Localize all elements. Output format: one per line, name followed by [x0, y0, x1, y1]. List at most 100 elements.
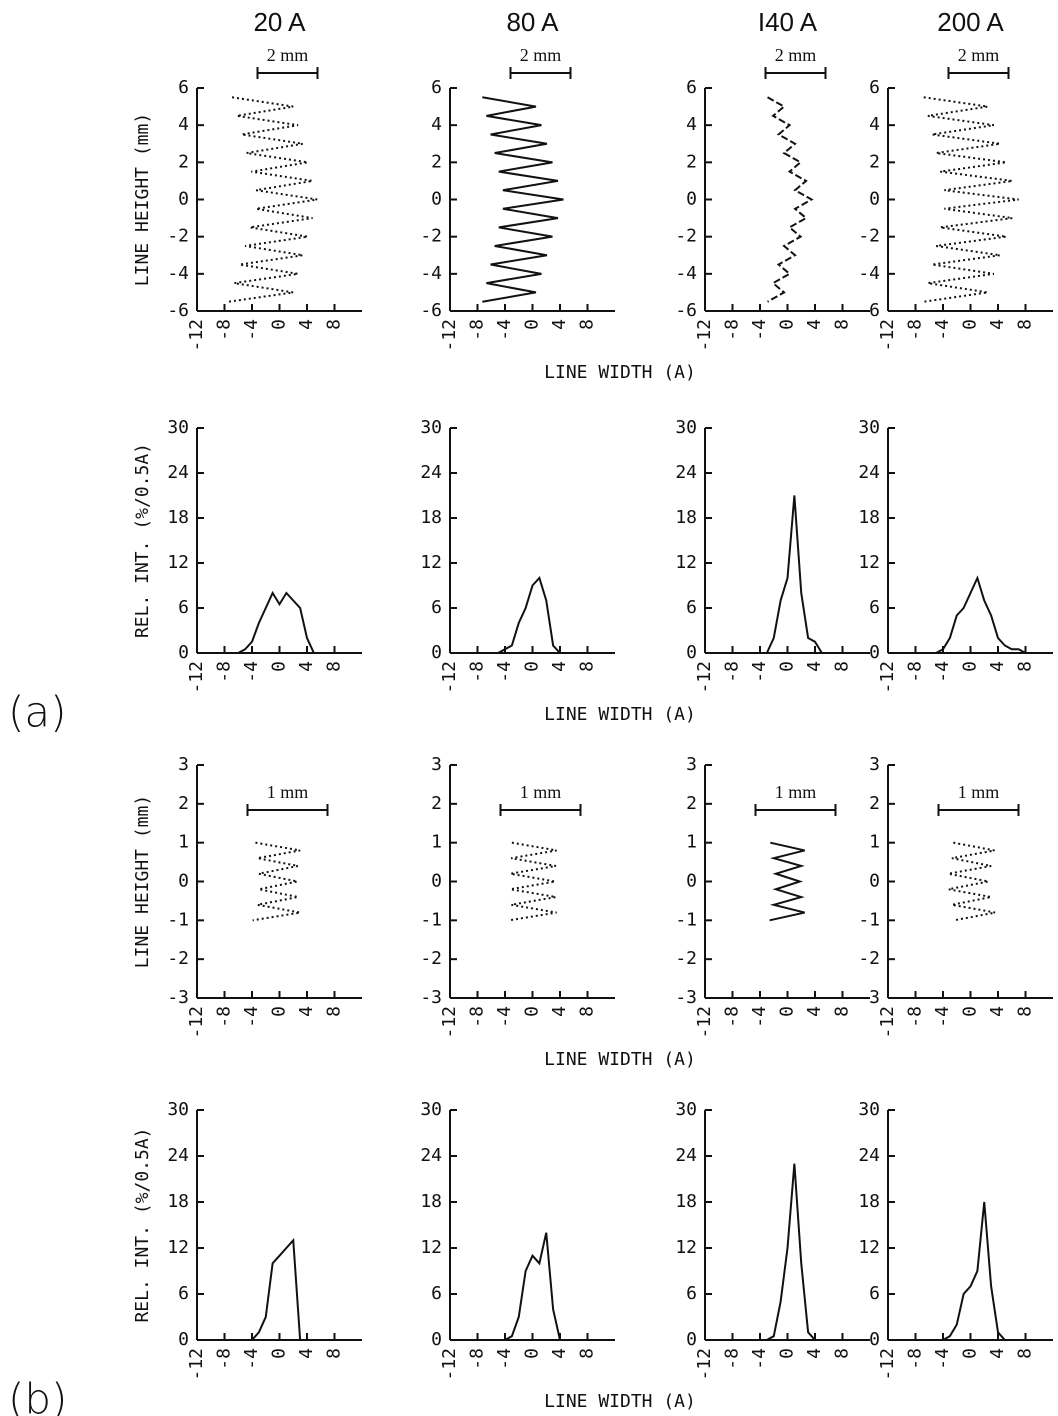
x-tick-label: -8 [722, 1348, 743, 1370]
y-tick-label: 2 [686, 151, 697, 172]
scale-annotation: 2 mm [267, 45, 309, 65]
x-tick-label: -4 [749, 319, 770, 341]
y-tick-label: 30 [675, 1099, 697, 1120]
scale-annotation: 2 mm [958, 45, 1000, 65]
x-tick-label: 0 [777, 661, 798, 672]
y-tick-label: 24 [858, 462, 880, 483]
y-tick-label: 24 [420, 462, 442, 483]
y-tick-label: 6 [178, 77, 189, 98]
y-tick-label: 6 [686, 77, 697, 98]
x-tick-label: 4 [296, 319, 317, 330]
y-tick-label: 12 [858, 1237, 880, 1258]
figure: -6-4-20246-12-8-404820 ALINE HEIGHT (mm)… [0, 0, 1058, 1416]
y-tick-label: 18 [675, 507, 697, 528]
x-tick-label: -12 [877, 319, 898, 352]
x-tick-label: 8 [324, 319, 345, 330]
x-tick-label: 4 [549, 1006, 570, 1017]
y-tick-label: 30 [167, 417, 189, 438]
x-tick-label: -8 [214, 661, 235, 683]
y-axis-label: LINE HEIGHT (mm) [132, 795, 153, 968]
x-tick-label: -12 [877, 1006, 898, 1039]
y-tick-label: 1 [686, 832, 697, 853]
y-tick-label: 0 [431, 642, 442, 663]
y-tick-label: 30 [167, 1099, 189, 1120]
x-tick-label: 8 [832, 1348, 853, 1359]
x-tick-label: -12 [186, 661, 207, 694]
y-tick-label: 18 [420, 1191, 442, 1212]
x-tick-label: -12 [877, 1348, 898, 1381]
data-line [253, 843, 300, 921]
x-tick-label: 4 [296, 661, 317, 672]
y-tick-label: 24 [167, 462, 189, 483]
x-tick-label: -4 [494, 1006, 515, 1028]
y-tick-label: 3 [431, 754, 442, 775]
x-tick-label: 0 [269, 661, 290, 672]
y-tick-label: 3 [869, 754, 880, 775]
scale-annotation: 2 mm [520, 45, 562, 65]
x-tick-label: 8 [1015, 319, 1036, 330]
data-line [949, 843, 996, 921]
x-tick-label: -4 [241, 1348, 262, 1370]
y-tick-label: 2 [178, 793, 189, 814]
y-tick-label: -1 [675, 909, 697, 930]
y-tick-label: -2 [167, 948, 189, 969]
y-tick-label: -4 [858, 263, 880, 284]
y-tick-label: 12 [420, 1237, 442, 1258]
data-line [491, 1233, 574, 1340]
y-tick-label: 0 [869, 1329, 880, 1350]
x-tick-label: -8 [722, 1006, 743, 1028]
y-tick-label: -2 [858, 226, 880, 247]
x-tick-label: 8 [832, 319, 853, 330]
panel-label: (a) [8, 688, 67, 737]
x-tick-label: -8 [214, 1348, 235, 1370]
y-tick-label: 0 [431, 189, 442, 210]
y-axis-label: REL. INT. (%/0.5A) [132, 1127, 153, 1322]
x-axis-label: LINE WIDTH (A) [544, 1391, 696, 1412]
y-tick-label: -2 [858, 948, 880, 969]
x-tick-label: -12 [694, 1348, 715, 1381]
x-tick-label: 8 [324, 1006, 345, 1017]
x-axis-label: LINE WIDTH (A) [544, 1049, 696, 1070]
y-tick-label: -1 [420, 909, 442, 930]
x-tick-label: 8 [577, 319, 598, 330]
y-tick-label: 12 [858, 552, 880, 573]
y-tick-label: -6 [420, 300, 442, 321]
data-line [929, 1202, 1012, 1340]
x-tick-label: 8 [324, 1348, 345, 1359]
y-tick-label: 6 [869, 1283, 880, 1304]
y-tick-label: 30 [420, 417, 442, 438]
data-line [491, 578, 574, 653]
y-tick-label: 12 [675, 552, 697, 573]
y-tick-label: -2 [167, 226, 189, 247]
x-tick-label: -8 [467, 1006, 488, 1028]
x-tick-label: -8 [905, 319, 926, 341]
y-tick-label: -2 [675, 948, 697, 969]
x-tick-label: -4 [241, 319, 262, 341]
data-line [924, 97, 1019, 301]
column-title: 80 A [506, 7, 559, 37]
x-tick-label: -8 [467, 319, 488, 341]
x-tick-label: 4 [549, 319, 570, 330]
y-tick-label: 24 [420, 1145, 442, 1166]
y-tick-label: 24 [167, 1145, 189, 1166]
y-tick-label: 0 [686, 189, 697, 210]
y-tick-label: 4 [869, 114, 880, 135]
y-tick-label: 2 [686, 793, 697, 814]
x-tick-label: -4 [494, 1348, 515, 1370]
y-tick-label: 1 [431, 832, 442, 853]
data-line [770, 843, 805, 921]
y-tick-label: 0 [686, 871, 697, 892]
scale-annotation: 2 mm [775, 45, 817, 65]
x-tick-label: 0 [522, 319, 543, 330]
x-tick-label: -12 [186, 319, 207, 352]
y-tick-label: 24 [858, 1145, 880, 1166]
y-tick-label: -3 [675, 987, 697, 1008]
y-tick-label: 1 [178, 832, 189, 853]
x-tick-label: 4 [549, 661, 570, 672]
data-line [746, 496, 829, 654]
x-tick-label: 0 [960, 661, 981, 672]
x-tick-label: 0 [777, 1006, 798, 1017]
x-tick-label: -12 [694, 319, 715, 352]
y-tick-label: 0 [431, 1329, 442, 1350]
x-tick-label: 0 [269, 1348, 290, 1359]
